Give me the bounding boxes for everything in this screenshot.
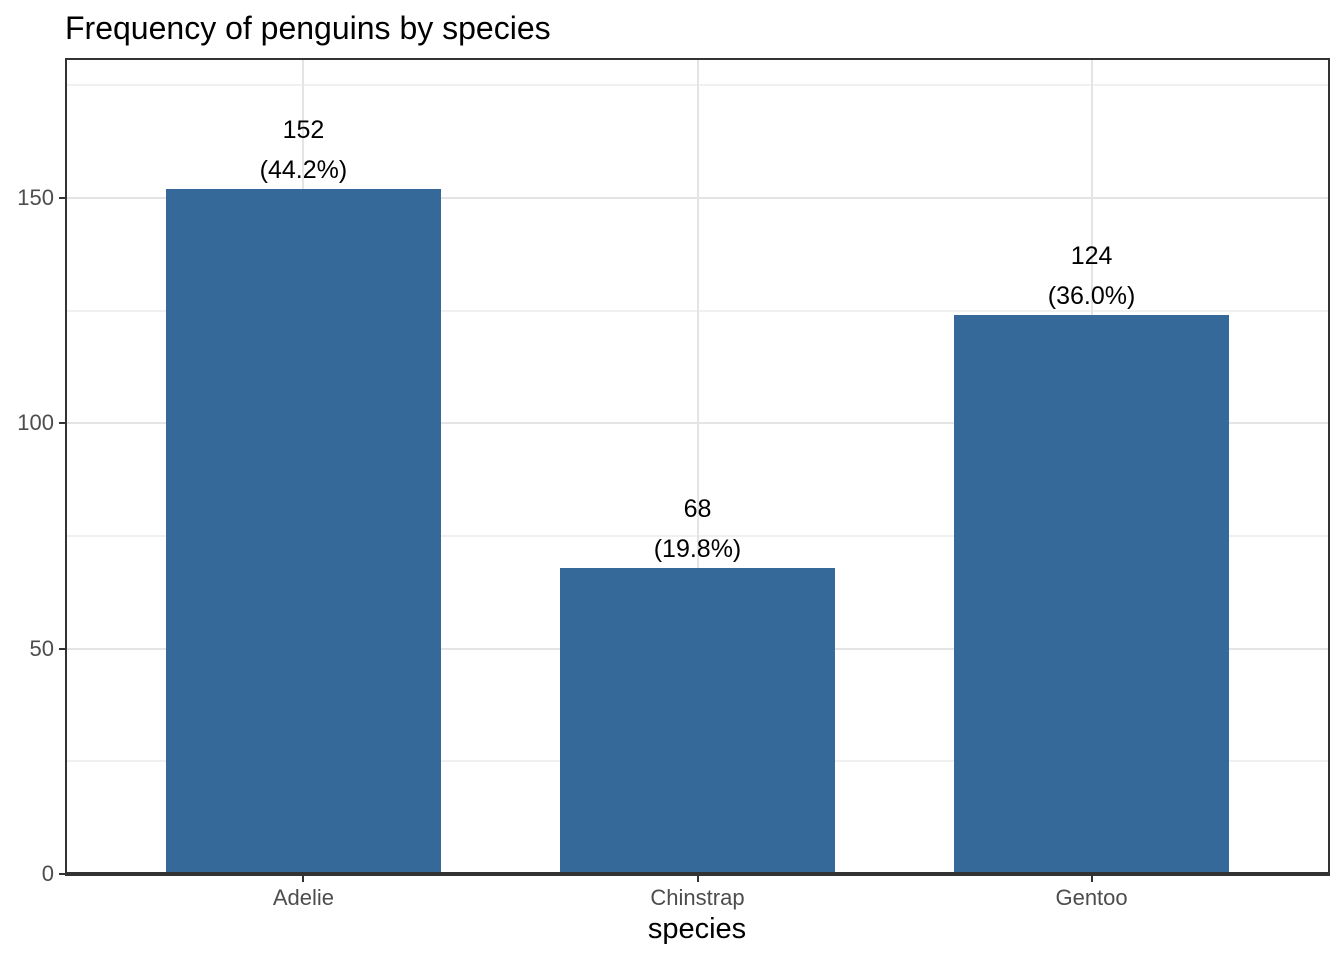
x-tick-label-gentoo: Gentoo — [1055, 885, 1128, 910]
x-tick — [1090, 874, 1093, 882]
chart-title: Frequency of penguins by species — [65, 10, 551, 46]
y-tick — [59, 873, 67, 875]
bar-label-count: 152 — [282, 115, 325, 144]
y-tick-label: 150 — [17, 184, 54, 210]
y-tick — [59, 422, 67, 425]
bar-label-percent: (19.8%) — [653, 534, 742, 563]
bar-label-count: 124 — [1070, 242, 1113, 271]
x-tick-label-adelie: Adelie — [272, 885, 335, 910]
y-tick-label: 50 — [29, 635, 54, 661]
bar-label: 124 (36.0%) — [932, 236, 1252, 316]
y-tick — [59, 196, 67, 199]
y-tick — [59, 647, 67, 650]
y-tick-label: 100 — [17, 410, 54, 436]
bar-adelie — [165, 188, 442, 874]
bar-label: 152 (44.2%) — [143, 110, 463, 190]
bar-label-percent: (44.2%) — [259, 155, 348, 184]
x-tick-label-chinstrap: Chinstrap — [650, 885, 745, 910]
x-tick — [696, 874, 699, 882]
bar-label: 68 (19.8%) — [538, 489, 858, 569]
bar-label-percent: (36.0%) — [1047, 282, 1136, 311]
y-tick-label: 0 — [41, 861, 54, 886]
bar-chinstrap — [559, 567, 836, 874]
gridline-major-x — [696, 60, 699, 874]
x-tick — [302, 874, 305, 882]
x-axis-title: species — [647, 913, 747, 945]
plot-panel: 152 (44.2%) 68 (19.8%) 124 (36.0%) — [65, 58, 1330, 876]
x-axis-line — [65, 872, 1330, 875]
bar-label-count: 68 — [683, 494, 712, 523]
bar-gentoo — [953, 315, 1230, 874]
